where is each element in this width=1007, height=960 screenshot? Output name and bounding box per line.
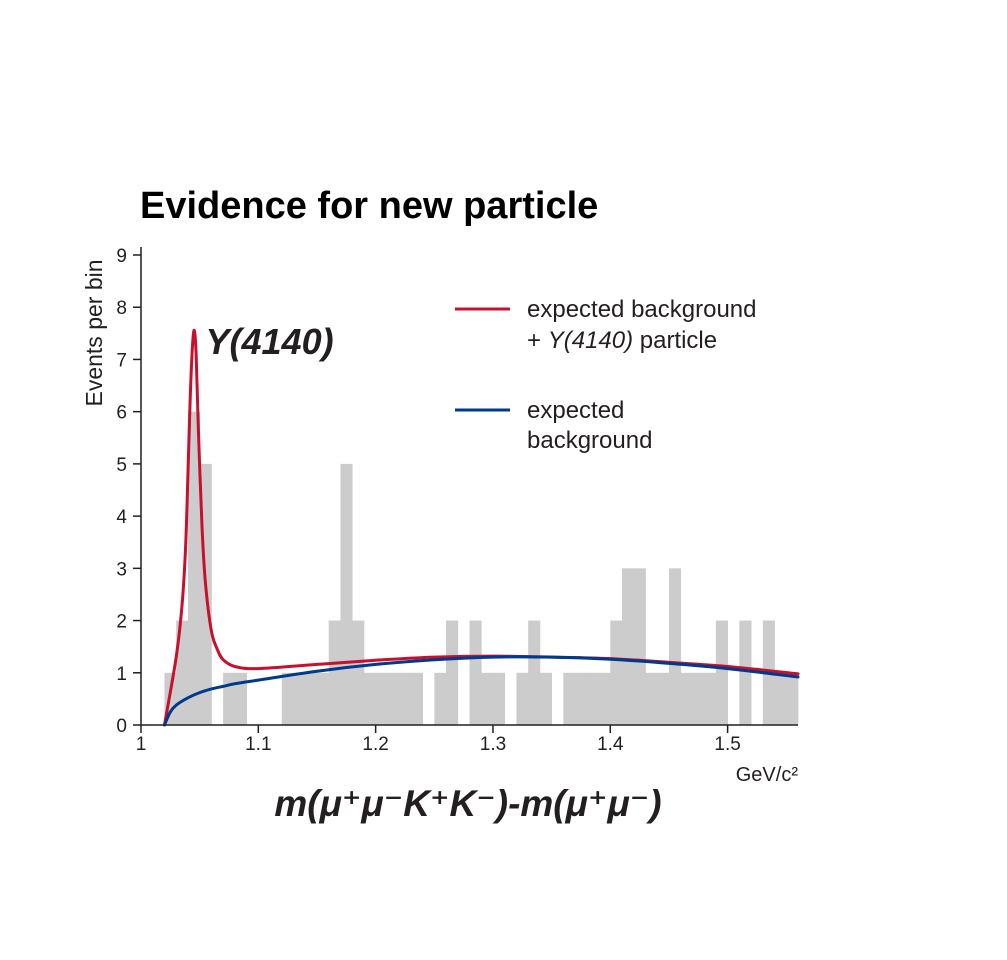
histogram-bin (739, 620, 752, 725)
histogram-bin (340, 463, 353, 725)
histogram-bin (575, 672, 588, 725)
y-axis-label: Events per bin (81, 259, 107, 406)
histogram-bin (598, 672, 611, 725)
histogram-bin (305, 672, 318, 725)
y-tick-label: 5 (116, 455, 127, 476)
histogram-bin (657, 672, 670, 725)
histogram-bin (586, 672, 599, 725)
legend-background-line2: background (527, 427, 652, 454)
histogram-bin (668, 568, 682, 725)
x-tick-label: 1.5 (714, 734, 740, 755)
histogram-bin (645, 672, 658, 725)
histogram-bin (387, 672, 400, 725)
x-ticks: 1 1.1 1.2 1.3 1.4 1.5 (136, 725, 741, 755)
histogram (164, 411, 799, 725)
y-tick-label: 8 (116, 298, 127, 319)
chart-title: Evidence for new particle (140, 185, 598, 227)
histogram-bin (363, 672, 377, 725)
histogram-bin (469, 620, 482, 725)
legend-signal-line1: expected background (527, 296, 757, 323)
legend-signal-prefix: + (527, 327, 548, 354)
histogram-bin (704, 672, 717, 725)
x-tick-label: 1.3 (480, 734, 506, 755)
x-tick-label: 1.1 (245, 734, 271, 755)
histogram-bin (399, 672, 412, 725)
y-tick-label: 9 (116, 246, 127, 267)
histogram-bin (715, 620, 728, 725)
histogram-bin (446, 620, 459, 725)
y-tick-label: 0 (116, 716, 127, 737)
y-tick-label: 6 (116, 403, 127, 424)
histogram-bin (293, 672, 306, 725)
histogram-bin (434, 672, 447, 725)
histogram-bin (563, 672, 576, 725)
histogram-bin (234, 672, 247, 725)
x-tick-label: 1 (136, 734, 147, 755)
legend-signal-line2: + Y(4140) particle (527, 327, 717, 354)
histogram-bin (187, 411, 201, 725)
histogram-bin (281, 672, 294, 725)
histogram-bin (539, 672, 553, 725)
histogram-bin (375, 672, 388, 725)
histogram-bin (692, 672, 705, 725)
x-axis-title: m(μ⁺μ⁻K⁺K⁻)-m(μ⁺μ⁻) (274, 783, 661, 824)
histogram-bin (516, 672, 529, 725)
histogram-bin (328, 620, 341, 725)
histogram-bin (410, 672, 423, 725)
legend-signal-particle: Y(4140) (548, 327, 633, 354)
peak-annotation: Y(4140) (206, 321, 334, 362)
histogram-bin (610, 620, 623, 725)
y-tick-label: 1 (116, 664, 127, 685)
histogram-bin (528, 620, 541, 725)
legend: expected background + Y(4140) particle e… (455, 296, 757, 454)
histogram-bin (622, 568, 635, 725)
y-tick-label: 7 (116, 350, 127, 371)
histogram-bin (680, 672, 693, 725)
histogram-bin (352, 620, 365, 725)
background-curve (162, 655, 800, 727)
axes (140, 247, 798, 726)
histogram-bin (774, 672, 787, 725)
y-ticks: 0 1 2 3 4 5 6 7 8 9 (116, 246, 141, 737)
y-tick-label: 2 (116, 612, 127, 633)
histogram-bin (633, 568, 646, 725)
histogram-bin (492, 672, 506, 725)
histogram-bin (786, 672, 799, 725)
y-tick-label: 4 (116, 507, 127, 528)
fit-curves (162, 328, 800, 727)
x-tick-label: 1.4 (597, 734, 624, 755)
legend-background-line1: expected (527, 397, 624, 424)
legend-signal-suffix: particle (633, 327, 717, 354)
x-tick-label: 1.2 (362, 734, 388, 755)
histogram-bin (481, 672, 494, 725)
histogram-bin (223, 672, 236, 725)
x-axis-unit: GeV/c² (736, 764, 799, 786)
histogram-bin (316, 672, 330, 725)
y-tick-label: 3 (116, 559, 127, 580)
